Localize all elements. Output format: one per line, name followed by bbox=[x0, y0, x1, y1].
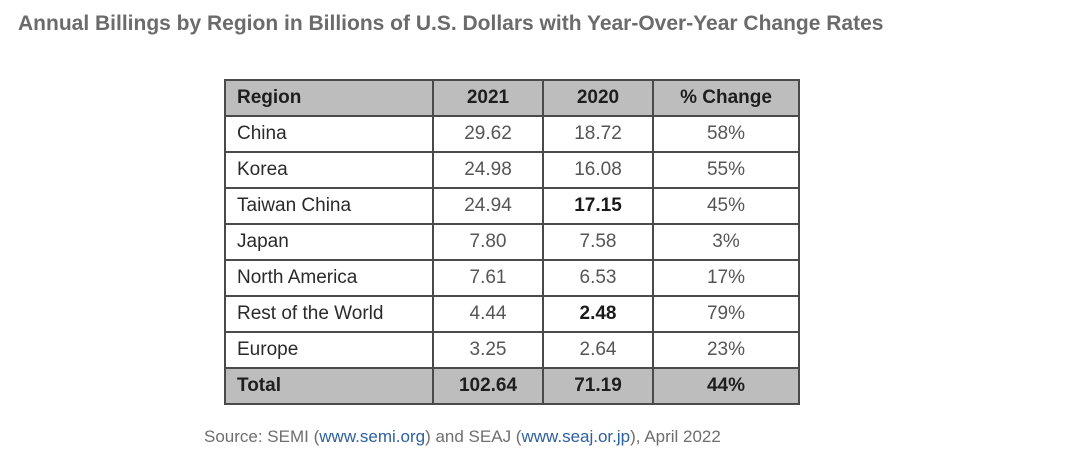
table-row: Taiwan China 24.94 17.15 45% bbox=[224, 187, 800, 225]
cell-2020: 16.08 bbox=[542, 151, 654, 189]
cell-region: North America bbox=[224, 259, 434, 297]
cell-2020: 2.48 bbox=[542, 295, 654, 333]
table-row: Europe 3.25 2.64 23% bbox=[224, 331, 800, 369]
cell-change: 45% bbox=[652, 187, 800, 225]
cell-2020: 7.58 bbox=[542, 223, 654, 261]
cell-2021: 3.25 bbox=[432, 331, 544, 369]
cell-change: 3% bbox=[652, 223, 800, 261]
total-2020: 71.19 bbox=[542, 367, 654, 405]
cell-region: China bbox=[224, 115, 434, 153]
cell-region: Korea bbox=[224, 151, 434, 189]
total-2021: 102.64 bbox=[432, 367, 544, 405]
cell-change: 17% bbox=[652, 259, 800, 297]
cell-2020: 18.72 bbox=[542, 115, 654, 153]
table-row: North America 7.61 6.53 17% bbox=[224, 259, 800, 297]
cell-2021: 7.61 bbox=[432, 259, 544, 297]
total-label: Total bbox=[224, 367, 434, 405]
seaj-link[interactable]: www.seaj.or.jp bbox=[521, 427, 631, 446]
cell-2020: 6.53 bbox=[542, 259, 654, 297]
source-suffix: ), April 2022 bbox=[630, 427, 721, 446]
cell-2020: 17.15 bbox=[542, 187, 654, 225]
cell-change: 55% bbox=[652, 151, 800, 189]
cell-change: 79% bbox=[652, 295, 800, 333]
cell-region: Japan bbox=[224, 223, 434, 261]
billings-table: Region 2021 2020 % Change China 29.62 18… bbox=[224, 79, 800, 405]
source-middle: ) and SEAJ ( bbox=[425, 427, 522, 446]
source-note: Source: SEMI (www.semi.org) and SEAJ (ww… bbox=[204, 427, 721, 447]
header-2020: 2020 bbox=[542, 79, 654, 117]
cell-2021: 29.62 bbox=[432, 115, 544, 153]
page-title: Annual Billings by Region in Billions of… bbox=[18, 12, 884, 35]
total-row: Total 102.64 71.19 44% bbox=[224, 367, 800, 405]
cell-2021: 24.98 bbox=[432, 151, 544, 189]
cell-change: 58% bbox=[652, 115, 800, 153]
cell-change: 23% bbox=[652, 331, 800, 369]
source-prefix: Source: SEMI ( bbox=[204, 427, 320, 446]
cell-2021: 7.80 bbox=[432, 223, 544, 261]
total-change: 44% bbox=[652, 367, 800, 405]
table-row: Rest of the World 4.44 2.48 79% bbox=[224, 295, 800, 333]
header-change: % Change bbox=[652, 79, 800, 117]
cell-region: Rest of the World bbox=[224, 295, 434, 333]
table-row: Korea 24.98 16.08 55% bbox=[224, 151, 800, 189]
table-header-row: Region 2021 2020 % Change bbox=[224, 79, 800, 117]
header-region: Region bbox=[224, 79, 434, 117]
cell-region: Taiwan China bbox=[224, 187, 434, 225]
table-row: China 29.62 18.72 58% bbox=[224, 115, 800, 153]
cell-2020: 2.64 bbox=[542, 331, 654, 369]
cell-2021: 24.94 bbox=[432, 187, 544, 225]
semi-link[interactable]: www.semi.org bbox=[319, 427, 426, 446]
header-2021: 2021 bbox=[432, 79, 544, 117]
table-row: Japan 7.80 7.58 3% bbox=[224, 223, 800, 261]
cell-2021: 4.44 bbox=[432, 295, 544, 333]
cell-region: Europe bbox=[224, 331, 434, 369]
